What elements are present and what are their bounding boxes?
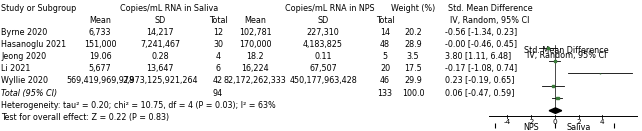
Text: Li 2021: Li 2021 (1, 64, 31, 73)
Text: 14: 14 (380, 28, 390, 37)
Text: 42: 42 (213, 76, 223, 85)
Text: 5,677: 5,677 (89, 64, 111, 73)
Text: 4: 4 (216, 52, 220, 61)
Text: IV, Random, 95% CI: IV, Random, 95% CI (450, 16, 530, 25)
Text: 170,000: 170,000 (239, 40, 272, 49)
Text: Byrne 2020: Byrne 2020 (1, 28, 48, 37)
Text: Total: Total (209, 16, 227, 25)
Text: Copies/mL RNA in NPS: Copies/mL RNA in NPS (285, 4, 374, 13)
Text: 0.23 [-0.19, 0.65]: 0.23 [-0.19, 0.65] (445, 76, 514, 85)
Text: 28.9: 28.9 (404, 40, 422, 49)
Text: 13,647: 13,647 (146, 64, 174, 73)
Text: Weight (%): Weight (%) (391, 4, 435, 13)
Text: 0.06 [-0.47, 0.59]: 0.06 [-0.47, 0.59] (445, 89, 514, 98)
Text: 20.2: 20.2 (404, 28, 422, 37)
Text: 19.06: 19.06 (89, 52, 111, 61)
Bar (553, 60, 556, 62)
Text: -4: -4 (503, 119, 510, 125)
Text: Saliva: Saliva (566, 123, 591, 131)
Text: 0.28: 0.28 (151, 52, 169, 61)
Text: Hasanoglu 2021: Hasanoglu 2021 (1, 40, 66, 49)
Bar (557, 97, 559, 99)
Polygon shape (549, 108, 562, 113)
Text: 3.5: 3.5 (406, 52, 419, 61)
Text: -0.00 [-0.46, 0.45]: -0.00 [-0.46, 0.45] (445, 40, 517, 49)
Text: 2,973,125,921,264: 2,973,125,921,264 (122, 76, 198, 85)
Text: Jeong 2020: Jeong 2020 (1, 52, 46, 61)
Text: 67,507: 67,507 (309, 64, 337, 73)
Text: SD: SD (317, 16, 329, 25)
Text: Mean: Mean (244, 16, 266, 25)
Text: 2: 2 (577, 119, 581, 125)
Text: 133: 133 (377, 89, 392, 98)
Text: 82,172,262,333: 82,172,262,333 (223, 76, 286, 85)
Text: Test for overall effect: Z = 0.22 (P = 0.83): Test for overall effect: Z = 0.22 (P = 0… (1, 113, 169, 122)
Text: -2: -2 (527, 119, 535, 125)
Text: 94: 94 (213, 89, 223, 98)
Text: 30: 30 (213, 40, 223, 49)
Text: 4,183,825: 4,183,825 (303, 40, 343, 49)
Text: 4: 4 (600, 119, 605, 125)
Text: Copies/mL RNA in Saliva: Copies/mL RNA in Saliva (119, 4, 218, 13)
Bar (552, 85, 553, 87)
Text: 6: 6 (216, 64, 220, 73)
Text: 7,241,467: 7,241,467 (140, 40, 180, 49)
Text: IV, Random, 95% CI: IV, Random, 95% CI (527, 51, 606, 60)
Text: 0: 0 (552, 119, 557, 125)
Text: 100.0: 100.0 (402, 89, 424, 98)
Text: 6,733: 6,733 (89, 28, 111, 37)
Text: 46: 46 (380, 76, 390, 85)
Text: 5: 5 (383, 52, 388, 61)
Text: 48: 48 (380, 40, 390, 49)
Text: 569,419,969,978: 569,419,969,978 (66, 76, 134, 85)
Text: Wyllie 2020: Wyllie 2020 (1, 76, 48, 85)
Text: 151,000: 151,000 (83, 40, 116, 49)
Bar (547, 47, 549, 49)
Text: 29.9: 29.9 (404, 76, 422, 85)
Text: 3.80 [1.11, 6.48]: 3.80 [1.11, 6.48] (445, 52, 511, 61)
Text: 227,310: 227,310 (307, 28, 340, 37)
Text: NPS: NPS (523, 123, 539, 131)
Text: Total: Total (376, 16, 394, 25)
Text: 20: 20 (380, 64, 390, 73)
Text: 0.11: 0.11 (314, 52, 332, 61)
Text: Total (95% CI): Total (95% CI) (1, 89, 57, 98)
Text: 18.2: 18.2 (246, 52, 264, 61)
Text: Study or Subgroup: Study or Subgroup (1, 4, 76, 13)
Text: 12: 12 (213, 28, 223, 37)
Text: 450,177,963,428: 450,177,963,428 (289, 76, 357, 85)
Text: Heterogeneity: tau² = 0.20; chi² = 10.75, df = 4 (P = 0.03); I² = 63%: Heterogeneity: tau² = 0.20; chi² = 10.75… (1, 101, 276, 110)
Text: Mean: Mean (89, 16, 111, 25)
Text: -0.17 [-1.08, 0.74]: -0.17 [-1.08, 0.74] (445, 64, 517, 73)
Text: 102,781: 102,781 (239, 28, 272, 37)
Text: Std. Mean Difference: Std. Mean Difference (525, 46, 609, 55)
Text: 17.5: 17.5 (404, 64, 422, 73)
Text: SD: SD (154, 16, 166, 25)
Text: 14,217: 14,217 (146, 28, 174, 37)
Text: Std. Mean Difference: Std. Mean Difference (447, 4, 532, 13)
Text: 16,224: 16,224 (241, 64, 269, 73)
Text: -0.56 [-1.34, 0.23]: -0.56 [-1.34, 0.23] (445, 28, 517, 37)
